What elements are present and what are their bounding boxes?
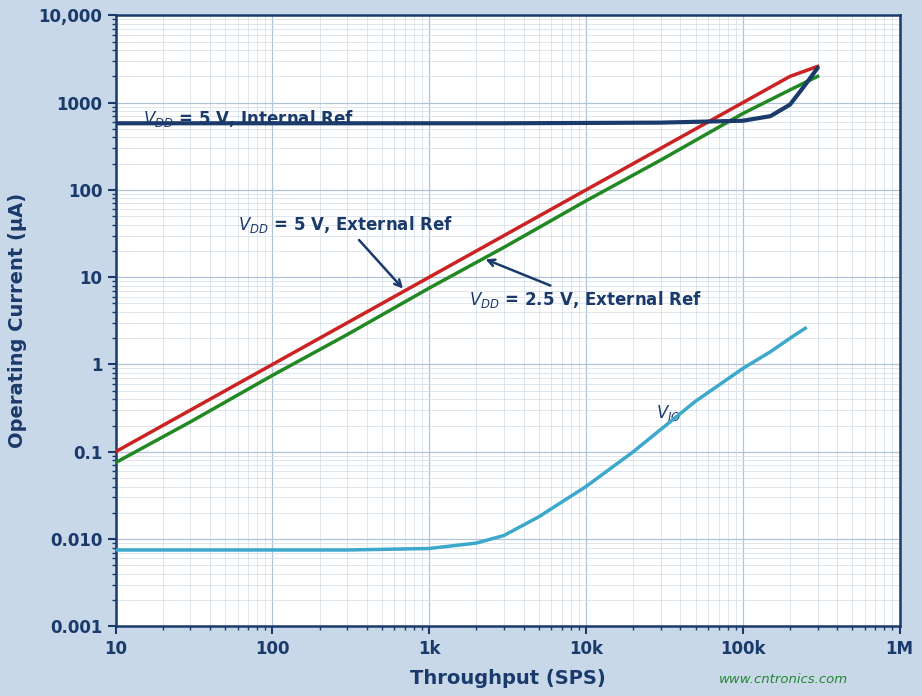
Text: $V_{IO}$: $V_{IO}$ <box>656 403 681 422</box>
Text: $V_{DD}$ = 2.5 V, External Ref: $V_{DD}$ = 2.5 V, External Ref <box>469 260 703 310</box>
X-axis label: Throughput (SPS): Throughput (SPS) <box>409 669 606 688</box>
Y-axis label: Operating Current (μA): Operating Current (μA) <box>8 193 28 448</box>
Text: $V_{DD}$ = 5 V, External Ref: $V_{DD}$ = 5 V, External Ref <box>238 214 453 287</box>
Text: $V_{DD}$ = 5 V, Internal Ref: $V_{DD}$ = 5 V, Internal Ref <box>143 109 354 129</box>
Text: www.cntronics.com: www.cntronics.com <box>719 672 848 686</box>
